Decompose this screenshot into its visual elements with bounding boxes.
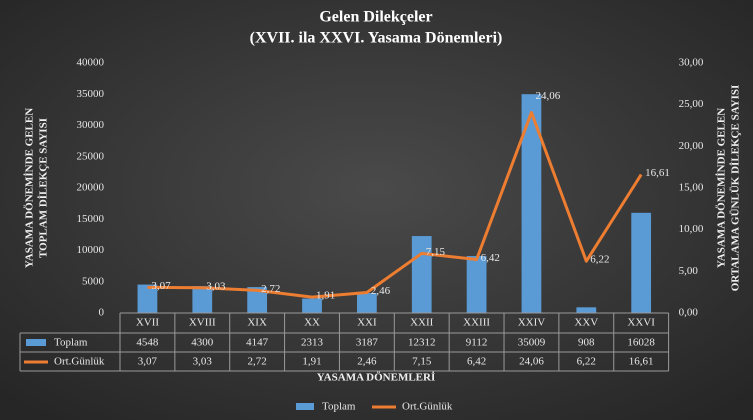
legend-label: Ort.Günlük	[402, 401, 453, 413]
data-label: 24,06	[535, 90, 560, 102]
bar	[576, 307, 597, 313]
y-tick-label: 10000	[77, 244, 105, 256]
bar	[466, 256, 487, 313]
table-cell: 1,91	[302, 356, 321, 368]
line	[147, 111, 643, 299]
x-tick-label: XX	[304, 317, 320, 329]
data-label: 16,61	[645, 167, 670, 179]
table-legend-key	[26, 339, 46, 346]
data-label: 6,42	[481, 252, 500, 264]
table-cell: 4300	[191, 337, 214, 349]
data-label: 3,07	[151, 280, 171, 292]
table-cell: 3,03	[193, 356, 213, 368]
bar	[521, 94, 542, 313]
y-tick-label: 40000	[77, 57, 105, 69]
y2-tick-label: 20,00	[679, 140, 704, 152]
bar	[302, 298, 322, 313]
data-label: 6,22	[590, 254, 609, 266]
data-label: 1,91	[316, 290, 335, 302]
y-axis-title: YASAMA DÖNEMİNDE GELEN	[23, 108, 36, 268]
y-tick-label: 15000	[77, 213, 105, 225]
y-tick-label: 0	[99, 307, 105, 319]
table-row-header: Ort.Günlük	[54, 356, 105, 368]
x-tick-label: XVIII	[189, 317, 216, 329]
table-cell: 908	[578, 337, 595, 349]
table-cell: 24,06	[519, 356, 544, 368]
legend-label: Toplam	[322, 401, 356, 413]
data-label: 2,72	[261, 283, 280, 295]
x-tick-label: XXVI	[627, 317, 655, 329]
x-tick-label: XXII	[410, 317, 434, 329]
table-cell: 6,22	[577, 356, 596, 368]
x-tick-label: XXI	[357, 317, 377, 329]
x-tick-label: XXV	[574, 317, 598, 329]
y-tick-label: 20000	[77, 182, 105, 194]
bar	[247, 287, 268, 313]
table-cell: 9112	[466, 337, 488, 349]
x-tick-label: XVII	[136, 317, 160, 329]
table-cell: 2,46	[357, 356, 377, 368]
data-label: 7,15	[426, 246, 446, 258]
y2-tick-label: 5,00	[679, 265, 699, 277]
y2-tick-label: 15,00	[679, 182, 704, 194]
legend-key	[296, 403, 314, 410]
x-tick-label: XIX	[247, 317, 267, 329]
y2-axis-title: YASAMA DÖNEMİNDE GELEN	[715, 108, 728, 268]
table-cell: 3,07	[138, 356, 158, 368]
y2-tick-label: 30,00	[679, 57, 704, 69]
x-axis-title: YASAMA DÖNEMLERİ	[317, 371, 435, 384]
y2-axis-title: ORTALAMA GÜNLÜK DİLEKÇE SAYISI	[729, 85, 742, 292]
table-cell: 7,15	[412, 356, 432, 368]
table-cell: 4548	[136, 337, 159, 349]
table-cell: 2313	[301, 337, 324, 349]
bar	[631, 212, 652, 313]
y-tick-label: 30000	[77, 119, 105, 131]
y-tick-label: 35000	[77, 88, 105, 100]
y2-tick-label: 0,00	[679, 307, 699, 319]
table-cell: 3187	[356, 337, 379, 349]
data-label: 2,46	[371, 285, 391, 297]
table-cell: 16028	[627, 337, 655, 349]
x-tick-label: XXIII	[463, 317, 490, 329]
bar	[356, 293, 377, 313]
table-cell: 4147	[246, 337, 269, 349]
y-axis-title: TOPLAM DİLEKÇE SAYISI	[38, 118, 50, 258]
table-cell: 2,72	[248, 356, 267, 368]
y2-tick-label: 10,00	[679, 223, 704, 235]
table-cell: 35009	[518, 337, 546, 349]
y-tick-label: 5000	[82, 275, 105, 287]
bar	[137, 284, 158, 313]
table-cell: 12312	[408, 337, 436, 349]
bar	[192, 286, 213, 313]
table-cell: 16,61	[629, 356, 654, 368]
y2-tick-label: 25,00	[679, 98, 704, 110]
table-cell: 6,42	[467, 356, 486, 368]
y-tick-label: 25000	[77, 150, 105, 162]
chart-title: Gelen Dilekçeler	[319, 9, 432, 26]
x-tick-label: XXIV	[518, 317, 546, 329]
data-label: 3,03	[206, 280, 226, 292]
table-row-header: Toplam	[54, 337, 88, 349]
chart-subtitle: (XVII. ila XXVI. Yasama Dönemleri)	[250, 30, 503, 47]
